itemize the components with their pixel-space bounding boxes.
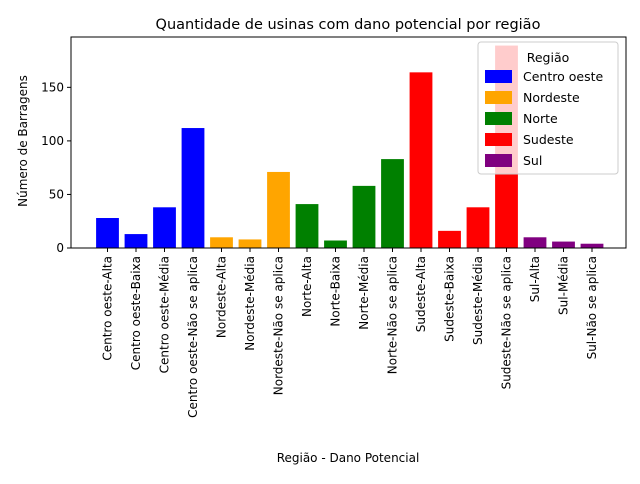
x-tick-label-13: Sudeste-Baixa [443,256,457,342]
x-tick-label-10: Norte-Média [357,256,371,330]
x-tick-label-17: Sul-Média [557,256,571,315]
x-tick-label-5: Nordeste-Alta [215,256,229,338]
legend-swatch-3 [485,112,512,125]
x-tick-label-14: Sudeste-Média [471,256,485,345]
legend: Região Centro oeste Nordeste Norte Sudeste S… [477,41,619,175]
bar-14 [466,207,490,248]
y-tick-label-1: 0 [56,241,64,255]
bar-2 [124,234,148,248]
y-axis-label: Número de Barragens [16,75,30,207]
bar-11 [381,159,404,248]
y-tick-label-2: 50 [49,187,64,201]
bar-12 [409,72,433,248]
legend-swatch-5 [485,154,512,167]
x-tick-label-15: Sudeste-Não se aplica [500,256,514,389]
legend-swatch-2 [485,91,512,104]
legend-label-2: Nordeste [523,90,580,105]
legend-label-1: Centro oeste [523,69,603,84]
x-tick-label-18: Sul-Não se aplica [585,256,599,359]
legend-label-5: Sul [523,153,542,168]
x-tick-label-11: Norte-Não se aplica [386,256,400,374]
x-tick-label-16: Sul-Alta [528,256,542,302]
bar-16 [523,237,547,248]
bar-4 [181,128,205,248]
axes-group [70,36,627,249]
chart-title: Quantidade de usinas com dano potencial … [156,17,541,33]
bar-17 [552,241,575,248]
legend-label-4: Sudeste [523,132,574,147]
x-ticks-group: Centro oeste-Alta Centro oeste-Baixa Centr… [101,248,599,418]
x-tick-label-3: Centro oeste-Média [158,256,172,373]
legend-label-3: Norte [523,111,558,126]
legend-title: Região [527,50,570,65]
bar-6 [238,239,262,248]
x-tick-label-7: Nordeste-Não se aplica [272,256,286,395]
x-tick-label-1: Centro oeste-Alta [101,256,115,361]
y-tick-label-3: 100 [41,134,64,148]
x-axis-label: Região - Dano Potencial [277,451,420,465]
bar-3 [153,207,176,248]
bar-18 [580,243,604,248]
bar-1 [96,218,119,248]
legend-entries: Centro oeste Nordeste Norte Sudeste Sul [485,69,603,168]
y-ticks-group: 0 50 100 150 [41,80,71,255]
plot-frame [70,36,627,249]
legend-swatch-4 [485,133,512,146]
bar-13 [438,230,461,248]
bar-10 [352,185,376,248]
y-tick-label-4: 150 [41,80,64,94]
x-tick-label-9: Norte-Baixa [329,256,343,327]
bar-9 [324,240,347,248]
x-tick-label-6: Nordeste-Média [243,256,257,351]
x-tick-label-4: Centro oeste-Não se aplica [186,256,200,418]
x-tick-label-8: Norte-Alta [300,256,314,317]
bar-8 [295,204,319,248]
x-tick-label-2: Centro oeste-Baixa [129,256,143,370]
legend-swatch-1 [485,70,512,83]
legend-frame [477,41,619,175]
bar-5 [210,237,233,248]
x-tick-label-12: Sudeste-Alta [414,256,428,332]
bar-7 [267,171,290,248]
